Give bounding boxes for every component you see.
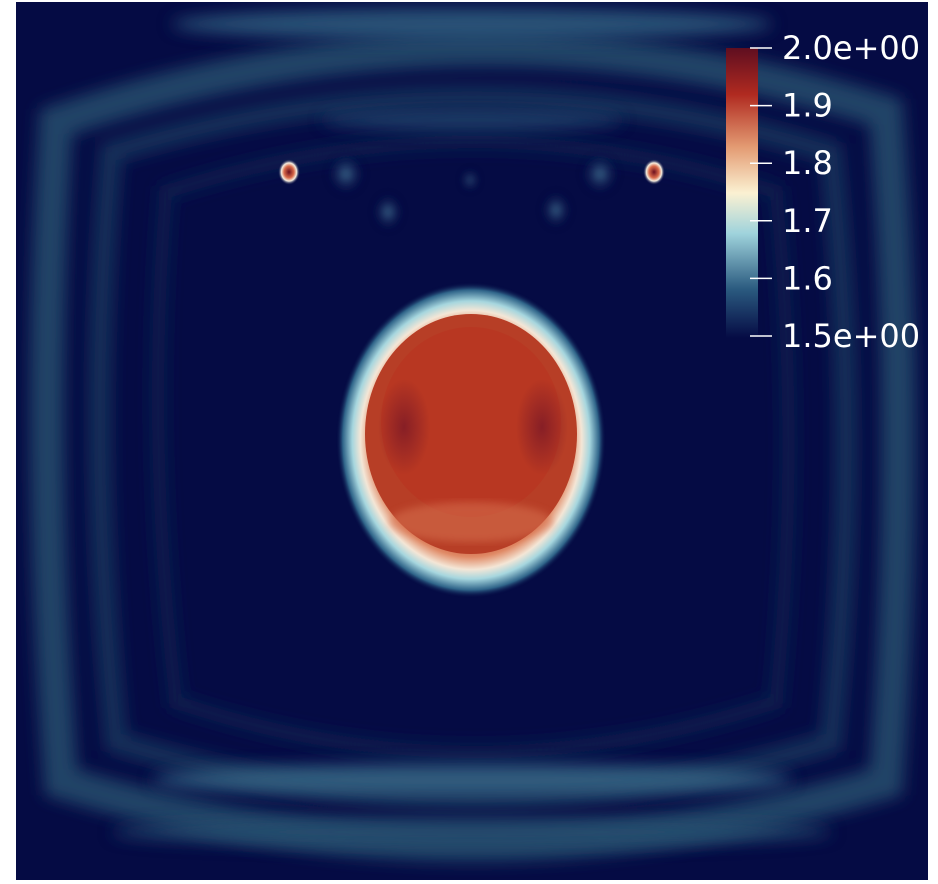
blob xyxy=(374,194,402,230)
colorbar: 2.0e+00 1.9 1.8 1.7 1.6 1.5e+00 xyxy=(726,29,920,355)
top-band xyxy=(172,8,772,40)
upper-blobs xyxy=(328,154,618,230)
render-viewport[interactable]: 2.0e+00 1.9 1.8 1.7 1.6 1.5e+00 xyxy=(16,2,928,880)
blob xyxy=(582,154,618,194)
ripple-mid xyxy=(88,86,857,808)
colorbar-ticks: 2.0e+00 1.9 1.8 1.7 1.6 1.5e+00 xyxy=(750,29,920,355)
top-band-inner xyxy=(322,110,622,130)
blob xyxy=(462,170,478,190)
ripple-outer xyxy=(30,32,916,862)
central-disc xyxy=(336,282,606,598)
edge-ripples xyxy=(30,32,916,862)
disc-inner-right xyxy=(516,379,568,475)
horizontal-bands xyxy=(112,8,832,846)
hot-spot-left xyxy=(278,159,300,185)
colorbar-tick-label: 1.9 xyxy=(782,87,833,125)
disc-core-shade xyxy=(381,327,561,517)
colorbar-tick-label: 2.0e+00 xyxy=(782,29,920,67)
colorbar-tick-label: 1.6 xyxy=(782,259,833,297)
colorbar-tick-label: 1.8 xyxy=(782,144,833,182)
disc-bottom-light xyxy=(389,502,553,542)
disc-inner-left xyxy=(378,379,430,475)
ripple-inner xyxy=(151,135,796,759)
blob xyxy=(328,154,364,194)
blob xyxy=(542,192,570,228)
hot-spot-right xyxy=(643,159,665,185)
colorbar-gradient xyxy=(726,48,758,338)
heatmap-plot: 2.0e+00 1.9 1.8 1.7 1.6 1.5e+00 xyxy=(16,2,928,880)
bottom-band xyxy=(152,764,792,796)
colorbar-tick-label: 1.7 xyxy=(782,202,833,240)
colorbar-tick-label: 1.5e+00 xyxy=(782,317,920,355)
bottom-band-outer xyxy=(112,818,832,846)
